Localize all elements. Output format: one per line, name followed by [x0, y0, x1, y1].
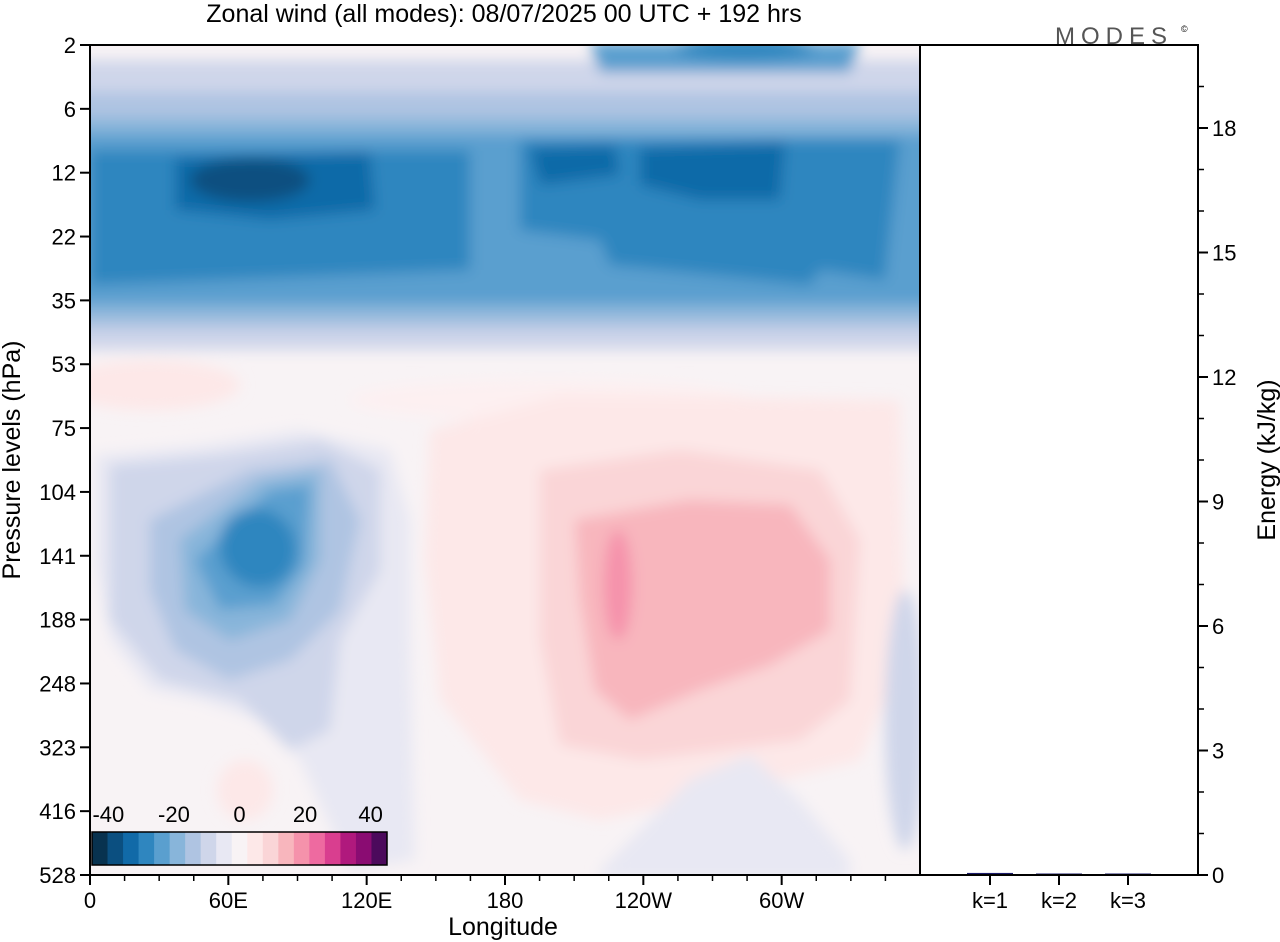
colorbar-swatch: [138, 832, 155, 865]
y-tick-label: 12: [52, 161, 76, 186]
contour-field: [90, 45, 920, 875]
colorbar-swatch: [123, 832, 140, 865]
energy-axis-label: Energy (kJ/kg): [1253, 379, 1280, 540]
colorbar-label: -20: [158, 802, 190, 827]
colorbar-swatch: [92, 832, 109, 865]
jet-east-core: [530, 145, 620, 185]
x-tick-label: 60E: [209, 888, 248, 913]
y-tick-label: 22: [52, 225, 76, 250]
energy-tick-label: 12: [1212, 365, 1236, 390]
colorbar-swatch: [262, 832, 279, 865]
x-tick-label: 120E: [341, 888, 392, 913]
jet-east-core-2: [640, 142, 785, 200]
colorbar-swatch: [309, 832, 326, 865]
y-tick-label: 528: [39, 863, 76, 888]
jet-west-max: [190, 158, 310, 202]
y-tick-label: 188: [39, 608, 76, 633]
bar-category-label: k=3: [1110, 888, 1146, 913]
x-axis-label: Longitude: [448, 913, 558, 941]
energy-tick-label: 18: [1212, 116, 1236, 141]
y-tick-label: 53: [52, 352, 76, 377]
energy-bar: [967, 872, 1013, 875]
colorbar-swatch: [216, 832, 233, 865]
upper-easterly-core: [675, 45, 815, 60]
x-tick-label: 60W: [759, 888, 804, 913]
right-edge-easterly: [885, 590, 920, 850]
colorbar-labels: -40 -20 0 20 40: [92, 802, 382, 827]
westerly-cell-core: [604, 530, 632, 640]
y-tick-label: 35: [52, 288, 76, 313]
x-axis: 0 60E 120E 180 120W 60W: [84, 875, 887, 913]
x-tick-label: 180: [487, 888, 524, 913]
colorbar-swatch: [107, 832, 124, 865]
energy-tick-label: 3: [1212, 739, 1224, 764]
x-tick-label: 120W: [615, 888, 673, 913]
y-tick-label: 416: [39, 799, 76, 824]
y-tick-label: 6: [64, 97, 76, 122]
y-axis: 2 6 12 22 35 53 75 104 141 188 248 323 416 528: [39, 33, 90, 888]
y-tick-label: 141: [39, 544, 76, 569]
brand-mark: ©: [1181, 24, 1188, 34]
y-tick-label: 2: [64, 33, 76, 58]
colorbar-label: 40: [358, 802, 382, 827]
energy-panel: [920, 45, 1198, 875]
colorbar-swatch: [169, 832, 186, 865]
colorbar-swatch: [278, 832, 295, 865]
colorbar-swatch: [340, 832, 357, 865]
energy-tick-label: 0: [1212, 863, 1224, 888]
faint-westerly-left: [90, 360, 240, 410]
colorbar-swatch: [293, 832, 310, 865]
easterly-cell-core: [219, 508, 297, 588]
colorbar-label: -40: [92, 802, 124, 827]
colorbar-swatch: [231, 832, 248, 865]
energy-tick-label: 15: [1212, 241, 1236, 266]
energy-tick-label: 6: [1212, 614, 1224, 639]
colorbar-swatch: [247, 832, 264, 865]
colorbar-label: 20: [293, 802, 317, 827]
colorbar-label: 0: [233, 802, 245, 827]
lower-westerly-left: [217, 760, 273, 820]
y-tick-label: 248: [39, 671, 76, 696]
bar-category-labels: k=1 k=2 k=3: [972, 875, 1146, 913]
colorbar-frame: [91, 831, 388, 866]
chart-title: Zonal wind (all modes): 08/07/2025 00 UT…: [206, 0, 801, 28]
y-axis-label: Pressure levels (hPa): [0, 341, 26, 580]
y-tick-label: 323: [39, 735, 76, 760]
y-tick-label: 75: [52, 416, 76, 441]
jet-east-outer: [520, 140, 900, 285]
colorbar-swatch: [371, 832, 388, 865]
lower-easterly-right: [600, 755, 850, 875]
bar-category-label: k=1: [972, 888, 1008, 913]
bar-category-label: k=2: [1041, 888, 1077, 913]
colorbar-swatch: [324, 832, 341, 865]
y-tick-label: 104: [39, 480, 76, 505]
colorbar-swatch: [355, 832, 372, 865]
energy-tick-label: 9: [1212, 490, 1224, 515]
colorbar-swatch: [154, 832, 171, 865]
x-tick-label: 0: [84, 888, 96, 913]
energy-axis: 0 3 6 9 12 15 18: [1198, 85, 1236, 888]
colorbar-swatch: [185, 832, 202, 865]
colorbar: [91, 831, 388, 866]
colorbar-swatch: [200, 832, 217, 865]
